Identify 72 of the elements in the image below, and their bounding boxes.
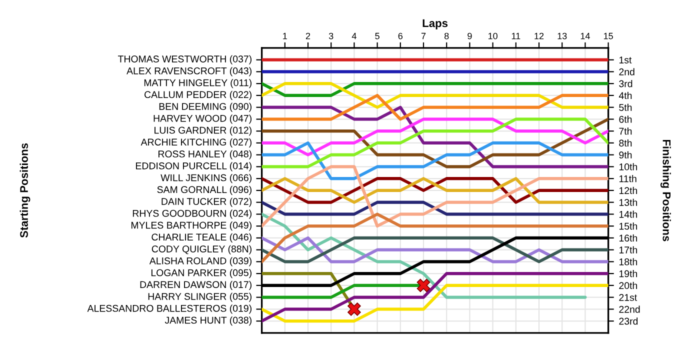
y-tick-label: 23rd [619, 318, 638, 325]
text: WILL JENKINS (066) [160, 174, 252, 184]
x-tick-label: 12 [534, 32, 544, 40]
y-tick-label: 15th [619, 222, 638, 230]
x-axis-title: Laps [422, 19, 448, 30]
text: EDDISON PURCELL (014) [136, 162, 252, 172]
x-tick-label: 3 [328, 32, 334, 40]
y-tick-label: 14th [619, 210, 638, 218]
y-tick-label: 17th [619, 246, 638, 254]
y-axis-title: Finishing Positions [660, 140, 671, 242]
text: DAIN TUCKER (072) [162, 198, 252, 207]
y-tick-label: 5th [619, 104, 632, 111]
line-series [262, 212, 608, 264]
x-tick-label: 6 [398, 32, 403, 40]
y-tick-label: 1st [619, 56, 632, 64]
x-tick-label: 7 [421, 32, 426, 40]
y-tick-label: 18th [619, 258, 638, 266]
x-tick-label: 4 [352, 32, 356, 40]
text: SAM GORNALL (096) [157, 186, 252, 195]
line-series [262, 212, 587, 299]
line-series [262, 118, 608, 168]
line-series [262, 165, 608, 228]
x-tick-label: 2 [306, 32, 310, 40]
text: RHYS GOODBOURN (024) [132, 210, 252, 219]
x-tick-label: 13 [558, 32, 567, 40]
text: ALISHA ROLAND (039) [149, 257, 252, 266]
text: HARRY SLINGER (055) [148, 292, 252, 302]
x-tick-label: 11 [512, 32, 520, 40]
y-tick-label: 10th [619, 163, 638, 170]
x-tick-label: 10 [488, 32, 498, 40]
text: DARREN DAWSON (017) [140, 280, 252, 290]
text: ARCHIE KITCHING (027) [140, 138, 252, 148]
y-tick-label: 21st [619, 294, 638, 301]
y-tick-label: 11th [619, 175, 636, 182]
x-tick-label: 9 [468, 32, 472, 40]
text: LOGAN PARKER (095) [151, 269, 252, 278]
y-tick-label: 19th [619, 270, 638, 278]
x-tick-label: 15 [604, 32, 613, 40]
text: LUIS GARDNER (012) [154, 126, 252, 136]
text: ALEX RAVENSCROFT (043) [126, 67, 252, 76]
text: MYLES BARTHORPE (049) [131, 222, 252, 231]
x-tick-label: 1 [283, 32, 287, 40]
text: ROSS HANLEY (048) [158, 150, 252, 160]
text: ALESSANDRO BALLESTEROS (019) [87, 304, 252, 314]
text: JAMES HUNT (038) [164, 316, 252, 326]
line-series [262, 106, 608, 168]
text: CODY QUIGLEY (88N) [152, 245, 252, 254]
text: CALLUM PEDDER (022) [144, 90, 252, 100]
x-tick-label: 14 [580, 32, 590, 40]
y-tick-label: 4th [618, 92, 632, 100]
x-tick-label: 8 [444, 32, 449, 40]
y-tick-label: 20th [619, 282, 638, 290]
y-tick-label: 7th [619, 128, 632, 135]
y-tick-label: 13th [619, 198, 638, 206]
y-tick-label: 3rd [619, 80, 632, 88]
y-tick-label: 12th [619, 186, 638, 194]
text: BEN DEEMING (090) [159, 102, 252, 112]
y-tick-label: 6th [619, 116, 632, 123]
text: CHARLIE TEALE (046) [152, 233, 252, 242]
line-series [262, 118, 608, 156]
x-tick-label: 5 [375, 32, 380, 40]
text: Starting Positions [20, 143, 30, 238]
y-tick-label: 8th [619, 139, 632, 147]
y-tick-label: 9th [619, 151, 632, 158]
y-tick-label: 2nd [619, 68, 634, 76]
text: MATTY HINGELEY (011) [144, 79, 252, 88]
text: THOMAS WESTWORTH (037) [118, 55, 252, 64]
y-tick-label: 16th [619, 234, 638, 242]
line-series [262, 272, 608, 323]
text: HARVEY WOOD (047) [154, 114, 252, 124]
y-tick-label: 22nd [619, 306, 640, 313]
line-series [262, 141, 608, 180]
